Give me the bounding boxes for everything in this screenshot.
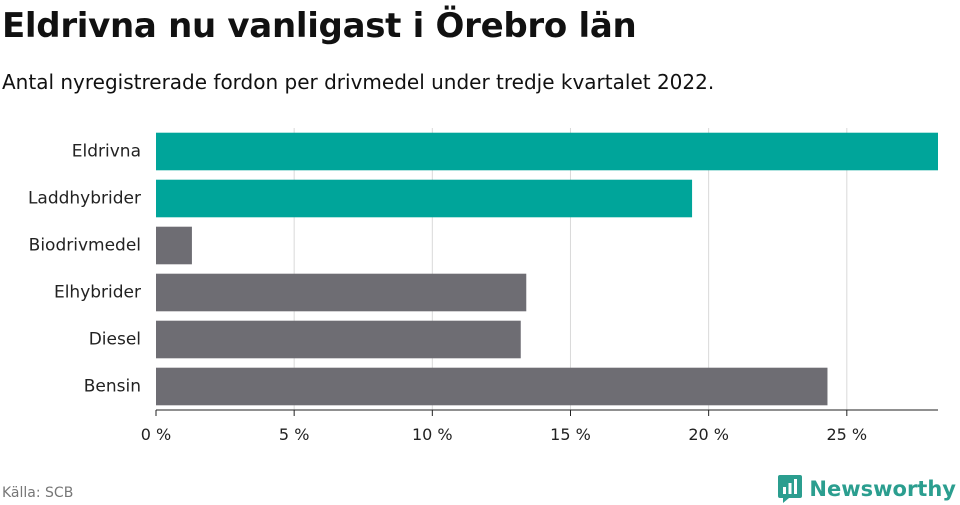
source-note: Källa: SCB [2, 485, 74, 501]
bar-4 [156, 320, 521, 359]
brand-name: Newsworthy [809, 477, 956, 501]
x-tick-label-0: 0 % [141, 425, 171, 444]
bar-0 [156, 132, 938, 171]
chart-title: Eldrivna nu vanligast i Örebro län [2, 6, 637, 46]
category-label-4: Diesel [89, 330, 141, 350]
x-tick-label-3: 15 % [550, 425, 591, 444]
bar-1 [156, 179, 693, 218]
bar-2 [156, 226, 192, 265]
x-tick-label-1: 5 % [279, 425, 309, 444]
category-label-5: Bensin [84, 377, 141, 397]
category-label-1: Laddhybrider [28, 189, 141, 209]
category-label-0: Eldrivna [72, 142, 141, 162]
newsworthy-logo-icon [778, 475, 803, 503]
chart-subtitle: Antal nyregistrerade fordon per drivmede… [2, 70, 715, 94]
category-label-3: Elhybrider [54, 283, 141, 303]
x-tick-label-5: 25 % [826, 425, 867, 444]
category-label-2: Biodrivmedel [29, 236, 141, 256]
x-tick-label-2: 10 % [412, 425, 453, 444]
x-tick-label-4: 20 % [688, 425, 729, 444]
brand-logo[interactable]: Newsworthy [777, 474, 956, 504]
bar-5 [156, 367, 828, 406]
bar-3 [156, 273, 527, 312]
